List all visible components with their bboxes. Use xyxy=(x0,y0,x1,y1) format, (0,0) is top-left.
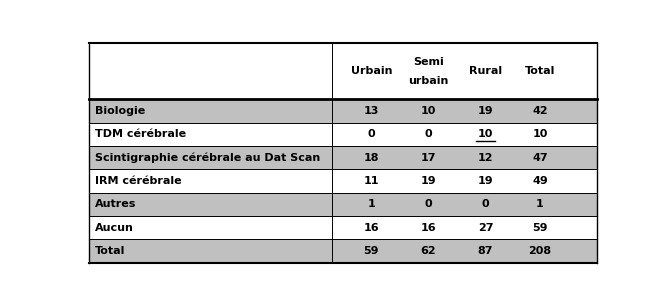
Text: Semi
urbain: Semi urbain xyxy=(408,57,449,86)
Text: 18: 18 xyxy=(364,153,379,163)
Text: 16: 16 xyxy=(363,223,379,233)
Bar xyxy=(89,169,597,193)
Text: 16: 16 xyxy=(421,223,436,233)
Bar xyxy=(89,146,597,169)
Bar xyxy=(89,239,597,263)
Text: 19: 19 xyxy=(478,176,493,186)
Text: 47: 47 xyxy=(532,153,548,163)
Text: 10: 10 xyxy=(478,129,493,139)
Text: 59: 59 xyxy=(532,223,548,233)
Text: 13: 13 xyxy=(364,106,379,116)
Text: 1: 1 xyxy=(536,199,544,209)
Text: 42: 42 xyxy=(532,106,548,116)
Text: 87: 87 xyxy=(478,246,493,256)
Text: Total: Total xyxy=(524,66,555,76)
Text: 0: 0 xyxy=(425,199,432,209)
Text: 0: 0 xyxy=(482,199,489,209)
Text: Autres: Autres xyxy=(95,199,136,209)
Text: Biologie: Biologie xyxy=(95,106,145,116)
Text: Scintigraphie cérébrale au Dat Scan: Scintigraphie cérébrale au Dat Scan xyxy=(95,152,320,163)
Text: 12: 12 xyxy=(478,153,493,163)
Bar xyxy=(89,193,597,216)
Text: 49: 49 xyxy=(532,176,548,186)
Text: Urbain: Urbain xyxy=(351,66,392,76)
Text: TDM cérébrale: TDM cérébrale xyxy=(95,129,186,139)
Bar xyxy=(89,123,597,146)
Bar xyxy=(89,99,597,123)
Text: 62: 62 xyxy=(421,246,436,256)
Text: Rural: Rural xyxy=(469,66,502,76)
Text: IRM cérébrale: IRM cérébrale xyxy=(95,176,182,186)
Text: 11: 11 xyxy=(364,176,379,186)
Text: 19: 19 xyxy=(478,106,493,116)
Text: 10: 10 xyxy=(421,106,436,116)
Text: Total: Total xyxy=(95,246,125,256)
Text: 1: 1 xyxy=(367,199,375,209)
Text: 0: 0 xyxy=(425,129,432,139)
Bar xyxy=(89,216,597,239)
Text: 0: 0 xyxy=(367,129,375,139)
Text: Aucun: Aucun xyxy=(95,223,134,233)
Text: 10: 10 xyxy=(533,129,547,139)
Text: 19: 19 xyxy=(421,176,436,186)
Text: 17: 17 xyxy=(421,153,436,163)
Text: 208: 208 xyxy=(529,246,551,256)
Text: 27: 27 xyxy=(478,223,493,233)
Text: 59: 59 xyxy=(364,246,379,256)
